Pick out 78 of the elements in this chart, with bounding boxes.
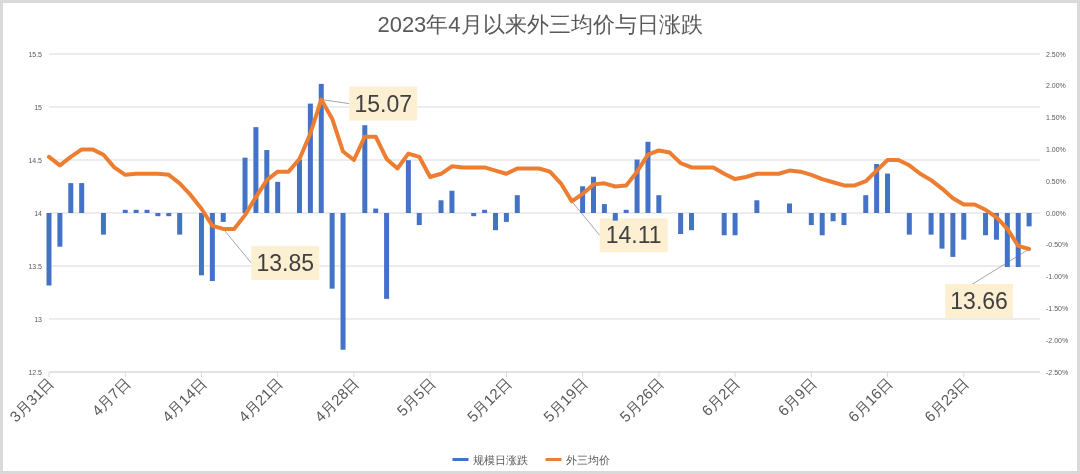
legend-label: 外三均价: [565, 454, 610, 466]
bar: [514, 195, 520, 213]
bar: [819, 213, 825, 236]
bar: [493, 213, 498, 231]
bar: [177, 213, 183, 235]
bar: [885, 173, 891, 213]
bar: [68, 183, 74, 213]
chart-title: 2023年4月以来外三均价与日涨跌: [377, 12, 703, 37]
bar: [155, 213, 161, 217]
bar: [253, 127, 259, 213]
bar: [841, 213, 847, 226]
bar: [242, 157, 248, 213]
x-tick-label: 5月12日: [463, 374, 515, 426]
x-tick-label: 4月28日: [311, 374, 363, 426]
bar: [144, 209, 150, 213]
bar: [296, 159, 302, 213]
bar: [678, 213, 684, 234]
bar: [405, 160, 411, 213]
bar: [656, 195, 662, 213]
bar: [721, 213, 727, 236]
bar: [198, 213, 204, 276]
data-label: 14.11: [605, 222, 662, 249]
x-tick-label: 5月26日: [616, 374, 667, 426]
bar: [983, 213, 989, 236]
data-label: 15.07: [354, 90, 413, 117]
bar: [362, 125, 368, 213]
bar: [340, 213, 346, 350]
x-tick-label: 4月7日: [88, 374, 134, 420]
bar: [950, 213, 956, 257]
bar: [482, 209, 488, 213]
bar: [318, 83, 324, 213]
bar: [122, 209, 128, 213]
data-label: 13.66: [950, 288, 1008, 315]
bar: [689, 213, 695, 231]
bar: [863, 195, 869, 213]
bar: [471, 213, 477, 217]
bar: [438, 200, 444, 213]
data-label: 13.85: [256, 249, 315, 276]
bar: [275, 181, 281, 213]
bar: [623, 209, 629, 213]
bar: [928, 213, 934, 235]
bar: [166, 213, 172, 217]
bar: [449, 190, 455, 213]
bar: [373, 208, 379, 213]
bar: [503, 213, 509, 222]
bar: [1026, 213, 1032, 227]
bar: [416, 213, 422, 226]
bar: [133, 209, 139, 213]
bar: [601, 204, 607, 213]
bar: [384, 213, 390, 299]
bar: [79, 183, 85, 213]
x-tick-label: 5月5日: [393, 374, 439, 420]
x-tick-label: 4月21日: [234, 374, 286, 426]
bar: [939, 213, 945, 249]
bar: [830, 213, 836, 222]
bar: [612, 213, 618, 221]
x-tick-label: 6月9日: [774, 374, 820, 420]
bar: [808, 213, 814, 226]
legend-label: 规模日涨跌: [472, 454, 528, 466]
bar: [220, 213, 226, 222]
x-tick-label: 3月31日: [6, 374, 58, 426]
bar: [961, 213, 967, 240]
bar: [46, 213, 52, 286]
x-tick-label: 6月16日: [844, 374, 896, 426]
bar: [100, 213, 106, 235]
bar: [645, 141, 651, 213]
bar: [329, 213, 335, 289]
bar: [732, 213, 738, 236]
x-tick-label: 6月23日: [920, 374, 972, 426]
x-tick-label: 5月19日: [539, 374, 591, 426]
x-tick-label: 6月2日: [698, 374, 744, 420]
bar: [754, 200, 760, 213]
bar: [787, 203, 793, 213]
bar: [906, 213, 912, 235]
line-series: [47, 97, 1032, 252]
bar: [209, 213, 215, 282]
x-tick-label: 4月14日: [158, 374, 210, 426]
bar: [57, 213, 63, 247]
